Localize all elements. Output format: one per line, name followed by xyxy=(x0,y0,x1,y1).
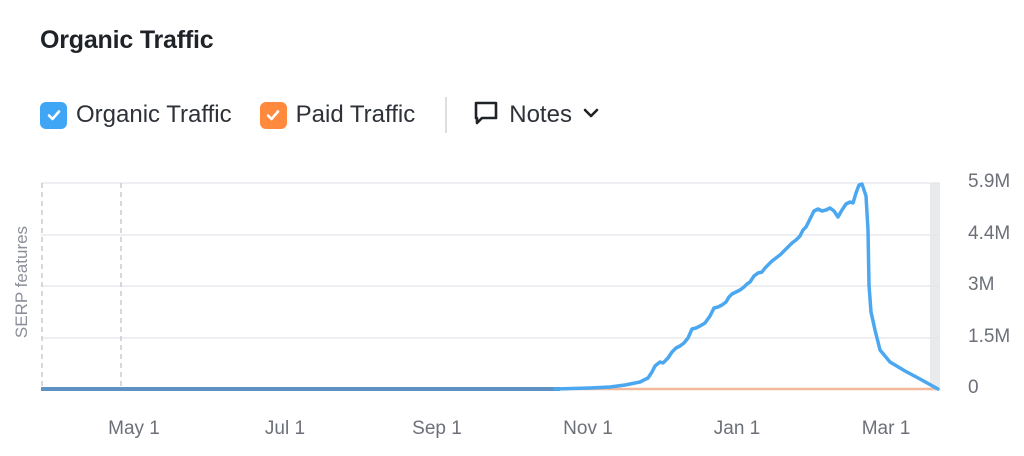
x-tick-label: Jan 1 xyxy=(713,418,761,439)
x-tick-label: Jul 1 xyxy=(264,418,306,439)
y-tick-label: 4.4M xyxy=(968,223,1011,244)
organic-traffic-line[interactable] xyxy=(553,182,940,391)
x-tick-label: Mar 1 xyxy=(861,418,911,439)
checkbox-checked-icon[interactable] xyxy=(259,101,287,129)
legend-toggle-paid-traffic[interactable]: Paid Traffic xyxy=(259,101,416,129)
date-markers xyxy=(41,183,122,389)
y-tick-label: 5.9M xyxy=(968,171,1011,192)
legend-toggle-organic-traffic[interactable]: Organic Traffic xyxy=(40,101,232,129)
y-tick-label: 3M xyxy=(968,274,995,295)
page-title: Organic Traffic xyxy=(40,26,214,54)
x-tick-label: Sep 1 xyxy=(412,418,462,439)
legend-label: Paid Traffic xyxy=(295,101,416,128)
divider xyxy=(445,97,448,133)
notes-label: Notes xyxy=(509,101,572,128)
checkbox-checked-icon[interactable] xyxy=(40,101,67,129)
y-tick-label: 0 xyxy=(968,377,979,398)
chevron-down-icon xyxy=(582,106,600,125)
x-tick-label: Nov 1 xyxy=(563,418,613,439)
legend-label: Organic Traffic xyxy=(76,101,232,128)
y-tick-label: 1.5M xyxy=(968,326,1011,347)
chart-legend: Organic Traffic Paid Traffic Notes xyxy=(40,97,600,133)
x-tick-label: May 1 xyxy=(108,418,160,439)
notes-dropdown[interactable]: Notes xyxy=(473,100,600,131)
gridlines xyxy=(41,182,940,339)
comment-icon xyxy=(473,100,499,131)
